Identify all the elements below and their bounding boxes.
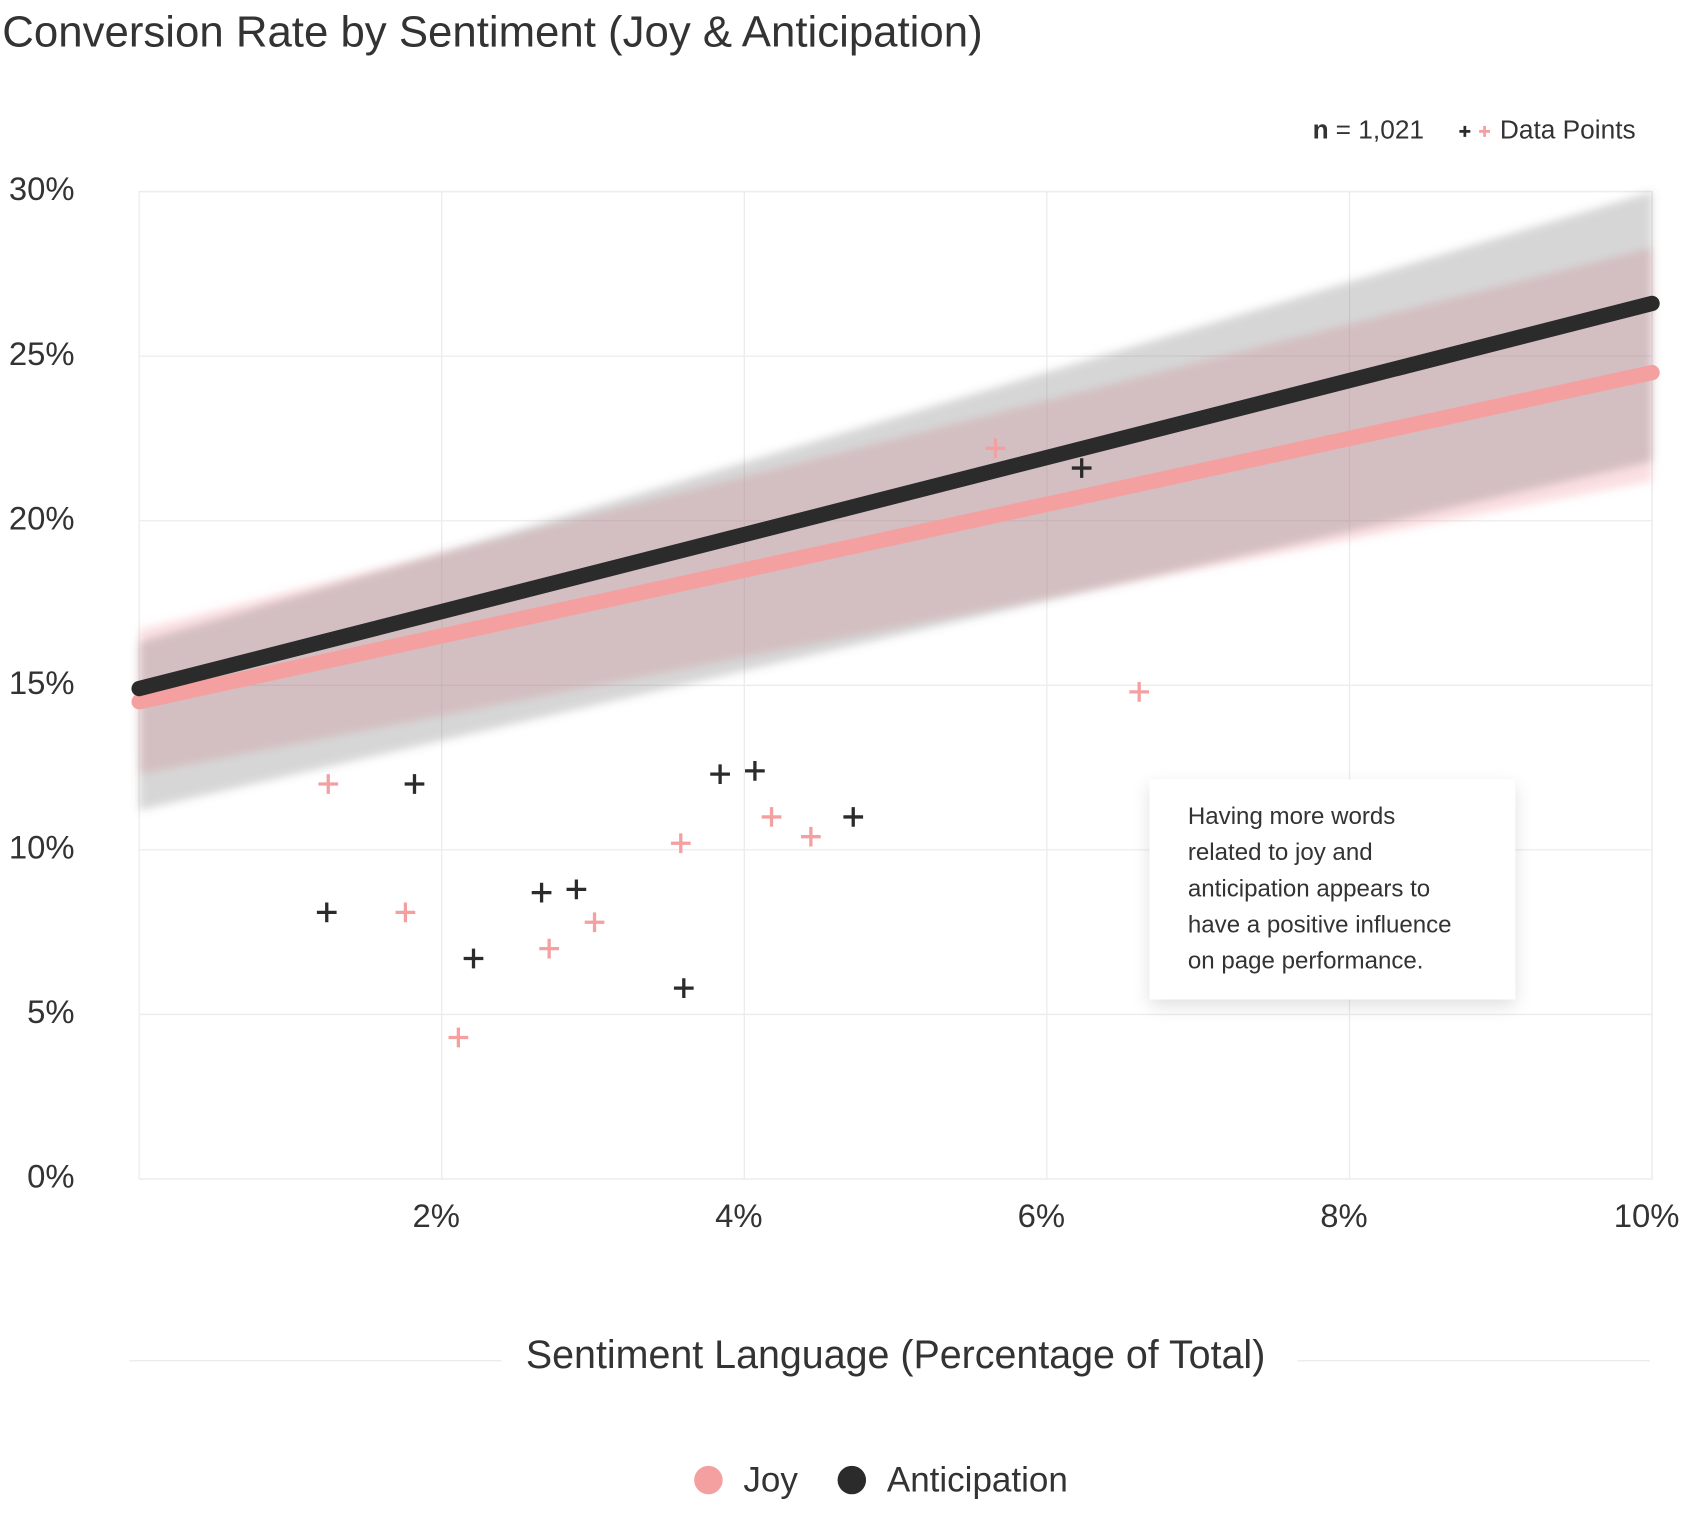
x-tick-label: 6% [1018,1197,1065,1234]
annotation-text: Having more words [1188,803,1395,830]
y-tick-label: 25% [9,335,75,372]
legend-marker [1459,125,1471,137]
data-point [318,774,339,794]
annotation-text: related to joy and [1188,839,1373,866]
y-tick-label: 15% [9,664,75,701]
data-point [710,764,730,785]
data-point [566,879,587,900]
x-tick-label: 4% [715,1197,762,1234]
x-tick-label: 2% [413,1197,460,1234]
legend-label: Joy [743,1461,798,1500]
legend-marker [1479,125,1491,137]
y-tick-label: 0% [27,1158,74,1195]
annotation-text: on page performance. [1188,948,1424,975]
data-point [404,774,425,794]
legend-label: Anticipation [887,1461,1068,1500]
legend-swatch [837,1465,867,1495]
trend-line [131,364,1660,710]
data-point [670,833,691,854]
data-point [463,948,484,969]
data-point [745,761,765,781]
data-point [843,807,864,827]
data-point [761,807,782,827]
data-point [584,912,605,933]
annotation-text: have a positive influence [1188,911,1452,938]
legend-swatch [694,1465,723,1495]
data-point [673,978,694,998]
n-value: = 1,021 [1336,114,1424,144]
data-point [531,882,552,903]
y-tick-label: 30% [9,170,75,207]
y-tick-label: 5% [27,993,74,1030]
data-point [985,438,1006,459]
x-tick-label: 10% [1614,1197,1680,1234]
data-point [1129,682,1150,702]
data-point [448,1027,469,1048]
annotation-text: anticipation appears to [1188,875,1430,902]
y-tick-label: 10% [9,829,75,866]
trend-line [131,295,1660,697]
data-point [801,826,821,847]
x-axis-title: Sentiment Language (Percentage of Total) [526,1333,1265,1377]
x-tick-label: 8% [1320,1197,1367,1234]
data-point [395,902,416,923]
chart-title: Conversion Rate by Sentiment (Joy & Anti… [2,8,982,57]
n-symbol: n [1313,114,1329,144]
points-legend: Data Points [1500,114,1636,144]
annotation-box [1149,779,1516,1000]
data-point [539,938,559,959]
data-point [316,902,337,923]
y-tick-label: 20% [9,499,75,536]
data-point [1071,458,1092,478]
